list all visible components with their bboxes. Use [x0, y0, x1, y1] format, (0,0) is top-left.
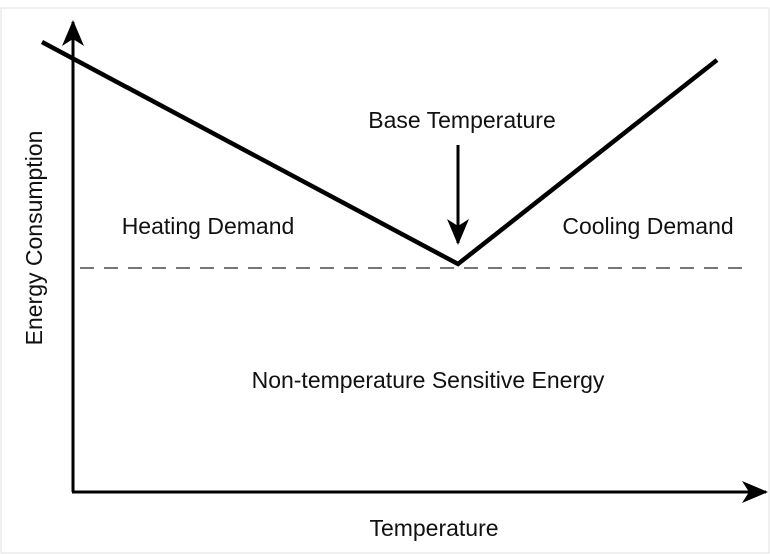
energy-curve — [40, 40, 719, 267]
base-load-label: Non-temperature Sensitive Energy — [252, 367, 605, 393]
y-axis-label: Energy Consumption — [21, 131, 47, 346]
base-temperature-label: Base Temperature — [368, 107, 556, 133]
cooling-demand-label: Cooling Demand — [562, 213, 733, 239]
x-axis-label: Temperature — [369, 515, 498, 541]
heating-demand-label: Heating Demand — [122, 213, 295, 239]
frame — [0, 7, 770, 554]
